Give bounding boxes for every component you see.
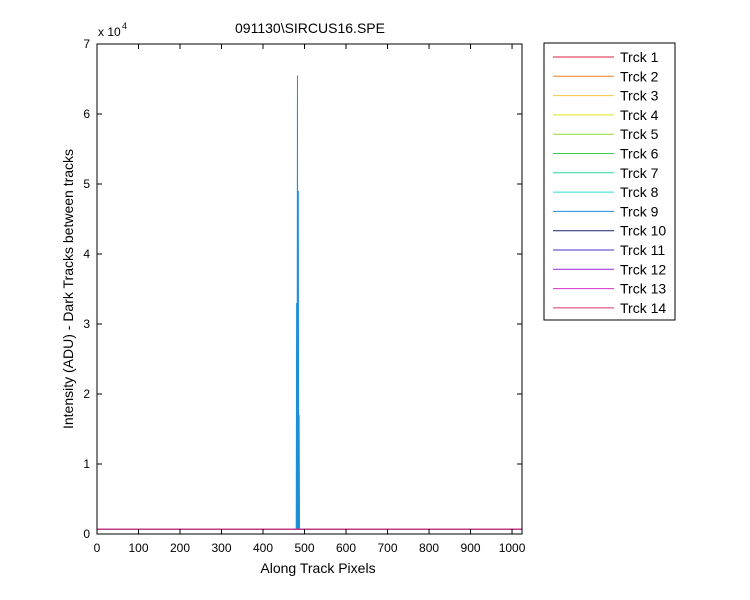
- x-tick-label: 400: [253, 541, 273, 555]
- legend-label: Trck 8: [620, 184, 659, 200]
- y-tick-label: 4: [83, 247, 90, 261]
- x-axis-label: Along Track Pixels: [260, 560, 375, 576]
- x-tick-label: 300: [211, 541, 231, 555]
- legend-label: Trck 6: [620, 146, 659, 162]
- legend-label: Trck 10: [620, 223, 666, 239]
- x-tick-label: 700: [378, 541, 398, 555]
- legend-label: Trck 9: [620, 203, 659, 219]
- y-exponent-label: x 10 4: [98, 21, 127, 39]
- y-axis-label: Intensity (ADU) - Dark Tracks between tr…: [60, 149, 76, 429]
- y-tick-label: 1: [83, 457, 90, 471]
- y-tick-label: 0: [83, 527, 90, 541]
- plot-frame: [96, 43, 523, 535]
- legend-label: Trck 7: [620, 165, 659, 181]
- legend-label: Trck 4: [620, 107, 659, 123]
- legend-label: Trck 3: [620, 88, 659, 104]
- x-tick-label: 0: [94, 541, 101, 555]
- legend-label: Trck 12: [620, 261, 666, 277]
- legend-box: [543, 42, 676, 321]
- x-tick-label: 800: [419, 541, 439, 555]
- y-exponent-power: 4: [122, 21, 127, 31]
- legend-label: Trck 2: [620, 68, 659, 84]
- x-axis: 0 100 200 300 400 500 600 700 800 900 1000: [94, 44, 526, 555]
- legend-label: Trck 1: [620, 49, 659, 65]
- plot-area: [97, 44, 522, 534]
- chart-title: 091130\SIRCUS16.SPE: [235, 20, 385, 36]
- series-layer: [97, 75, 522, 530]
- x-tick-label: 500: [295, 541, 315, 555]
- legend: Trck 1 Trck 2 Trck 3 Trck 4 Trck 5 Trck 6 Trck…: [543, 42, 676, 321]
- y-tick-label: 7: [83, 37, 90, 51]
- legend-label: Trck 11: [620, 242, 665, 258]
- y-tick-label: 6: [83, 107, 90, 121]
- legend-label: Trck 5: [620, 126, 659, 142]
- y-exponent-base: x 10: [98, 25, 121, 39]
- y-tick-label: 2: [83, 387, 90, 401]
- legend-label: Trck 14: [620, 300, 666, 316]
- x-tick-label: 600: [336, 541, 356, 555]
- x-tick-label: 100: [128, 541, 148, 555]
- x-tick-label: 900: [461, 541, 481, 555]
- y-tick-label: 5: [83, 177, 90, 191]
- legend-label: Trck 13: [620, 281, 666, 297]
- x-tick-label: 200: [170, 541, 190, 555]
- x-tick-label: 1000: [499, 541, 526, 555]
- y-tick-label: 3: [83, 317, 90, 331]
